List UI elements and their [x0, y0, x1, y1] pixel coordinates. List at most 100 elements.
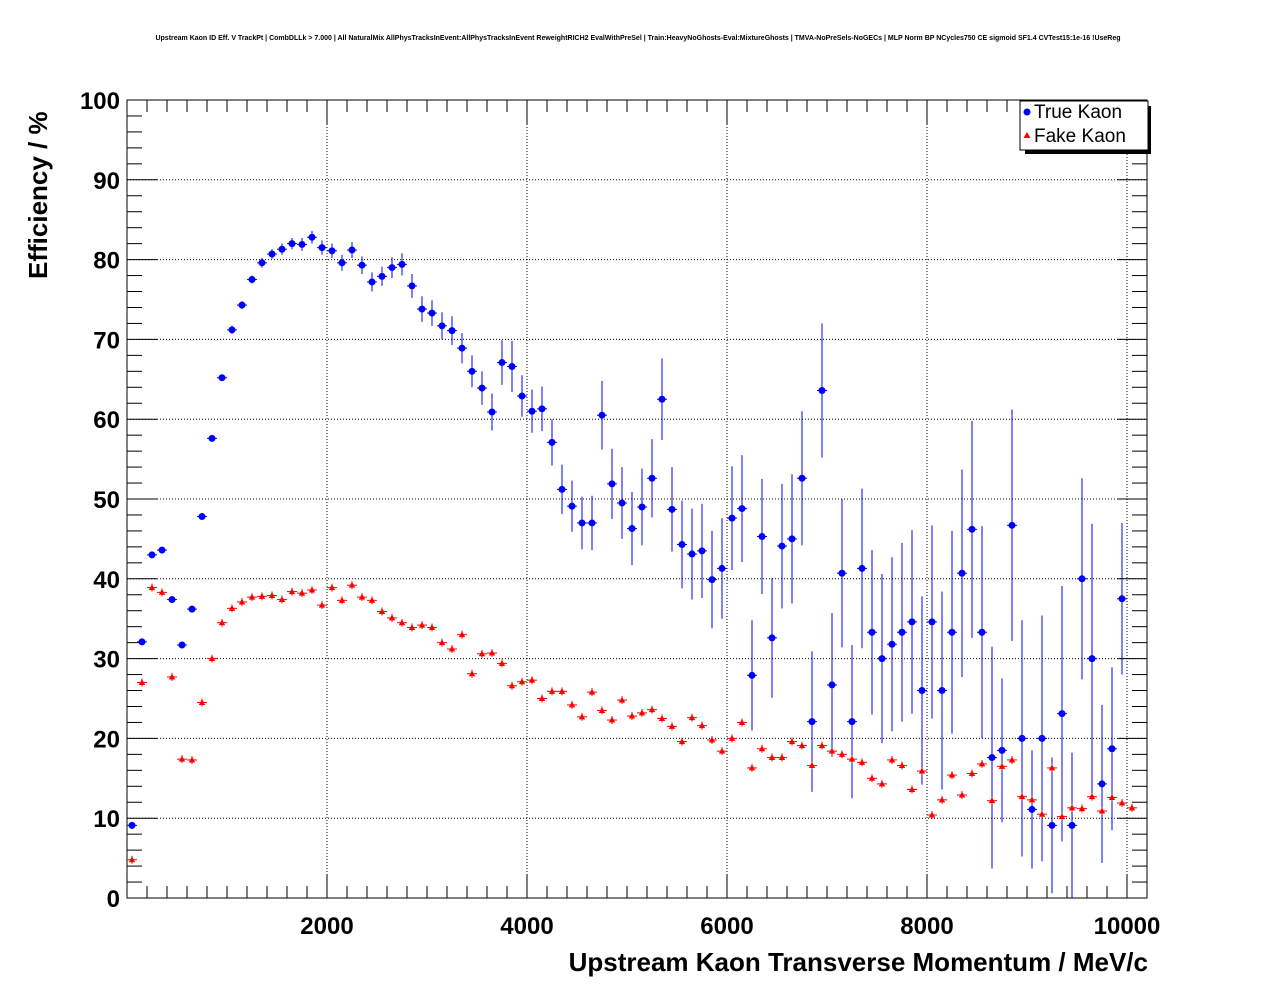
data-point — [468, 670, 476, 677]
data-point — [978, 628, 986, 636]
data-point — [138, 679, 146, 686]
data-point — [378, 608, 386, 615]
series-true-kaon — [127, 230, 1127, 898]
data-point — [888, 640, 896, 648]
data-point — [518, 392, 526, 400]
data-point — [968, 770, 976, 777]
data-point — [168, 596, 176, 604]
data-point — [318, 244, 326, 252]
legend-label-true-kaon: True Kaon — [1034, 102, 1122, 123]
data-point — [868, 774, 876, 781]
data-point — [1008, 756, 1016, 763]
data-point — [368, 278, 376, 286]
data-point — [578, 713, 586, 720]
data-point — [938, 796, 946, 803]
data-point — [328, 584, 336, 591]
data-point — [178, 641, 186, 649]
data-point — [1098, 807, 1106, 814]
y-tick-label: 10 — [93, 806, 120, 833]
data-point — [148, 584, 156, 591]
data-point — [458, 631, 466, 638]
data-point — [418, 621, 426, 628]
data-point — [748, 671, 756, 679]
data-point — [968, 525, 976, 533]
data-point — [538, 405, 546, 413]
data-point — [908, 618, 916, 626]
data-point — [528, 676, 536, 683]
data-point — [928, 811, 936, 818]
series-fake-kaon — [127, 581, 1137, 864]
data-point — [358, 593, 366, 600]
data-point — [308, 586, 316, 593]
data-point — [278, 245, 286, 253]
data-point — [728, 514, 736, 522]
data-point — [1028, 796, 1036, 803]
data-point — [1088, 793, 1096, 800]
data-point — [418, 305, 426, 313]
axis-ticks — [127, 99, 1148, 899]
x-axis-title: Upstream Kaon Transverse Momentum / MeV/… — [569, 947, 1148, 977]
data-point — [1068, 804, 1076, 811]
legend-marker-true-kaon — [1023, 108, 1031, 116]
data-point — [738, 505, 746, 513]
data-point — [1068, 821, 1076, 829]
data-point — [808, 718, 816, 726]
data-point — [1088, 655, 1096, 663]
data-point — [748, 764, 756, 771]
data-point — [778, 542, 786, 550]
data-point — [1028, 805, 1036, 813]
data-point — [668, 722, 676, 729]
data-point — [338, 596, 346, 603]
data-point — [1128, 804, 1136, 811]
data-point — [1108, 793, 1116, 800]
data-point — [488, 408, 496, 416]
data-point — [698, 722, 706, 729]
plot-title: Upstream Kaon ID Eff. V TrackPt | CombDL… — [155, 35, 1121, 42]
x-tick-label: 8000 — [900, 913, 953, 940]
data-point — [918, 687, 926, 695]
data-point — [318, 601, 326, 608]
data-point — [368, 596, 376, 603]
x-tick-label: 6000 — [700, 913, 753, 940]
data-point — [1118, 799, 1126, 806]
data-point — [1058, 710, 1066, 718]
data-point — [928, 618, 936, 626]
data-point — [428, 623, 436, 630]
y-tick-label: 100 — [80, 88, 120, 115]
data-point — [218, 374, 226, 382]
data-point — [868, 628, 876, 636]
data-point — [278, 596, 286, 603]
data-point — [158, 546, 166, 554]
data-point — [658, 714, 666, 721]
data-point — [828, 747, 836, 754]
data-point — [438, 639, 446, 646]
y-tick-label: 20 — [93, 726, 120, 753]
data-point — [998, 746, 1006, 754]
data-point — [148, 551, 156, 559]
data-point — [628, 712, 636, 719]
data-point — [898, 628, 906, 636]
data-point — [188, 756, 196, 763]
data-point — [1018, 734, 1026, 742]
data-point — [488, 649, 496, 656]
data-point — [198, 513, 206, 521]
data-point — [178, 755, 186, 762]
data-point — [288, 588, 296, 595]
data-point — [678, 738, 686, 745]
data-point — [168, 673, 176, 680]
data-point — [228, 604, 236, 611]
data-point — [1018, 793, 1026, 800]
data-point — [708, 736, 716, 743]
data-point — [508, 363, 516, 371]
y-tick-label: 90 — [93, 168, 120, 195]
data-point — [568, 502, 576, 510]
data-point — [598, 411, 606, 419]
data-point — [438, 322, 446, 330]
data-point — [1098, 780, 1106, 788]
data-point — [898, 762, 906, 769]
data-point — [618, 696, 626, 703]
data-point — [1038, 810, 1046, 817]
data-point — [918, 767, 926, 774]
data-point — [258, 259, 266, 267]
data-point — [948, 771, 956, 778]
